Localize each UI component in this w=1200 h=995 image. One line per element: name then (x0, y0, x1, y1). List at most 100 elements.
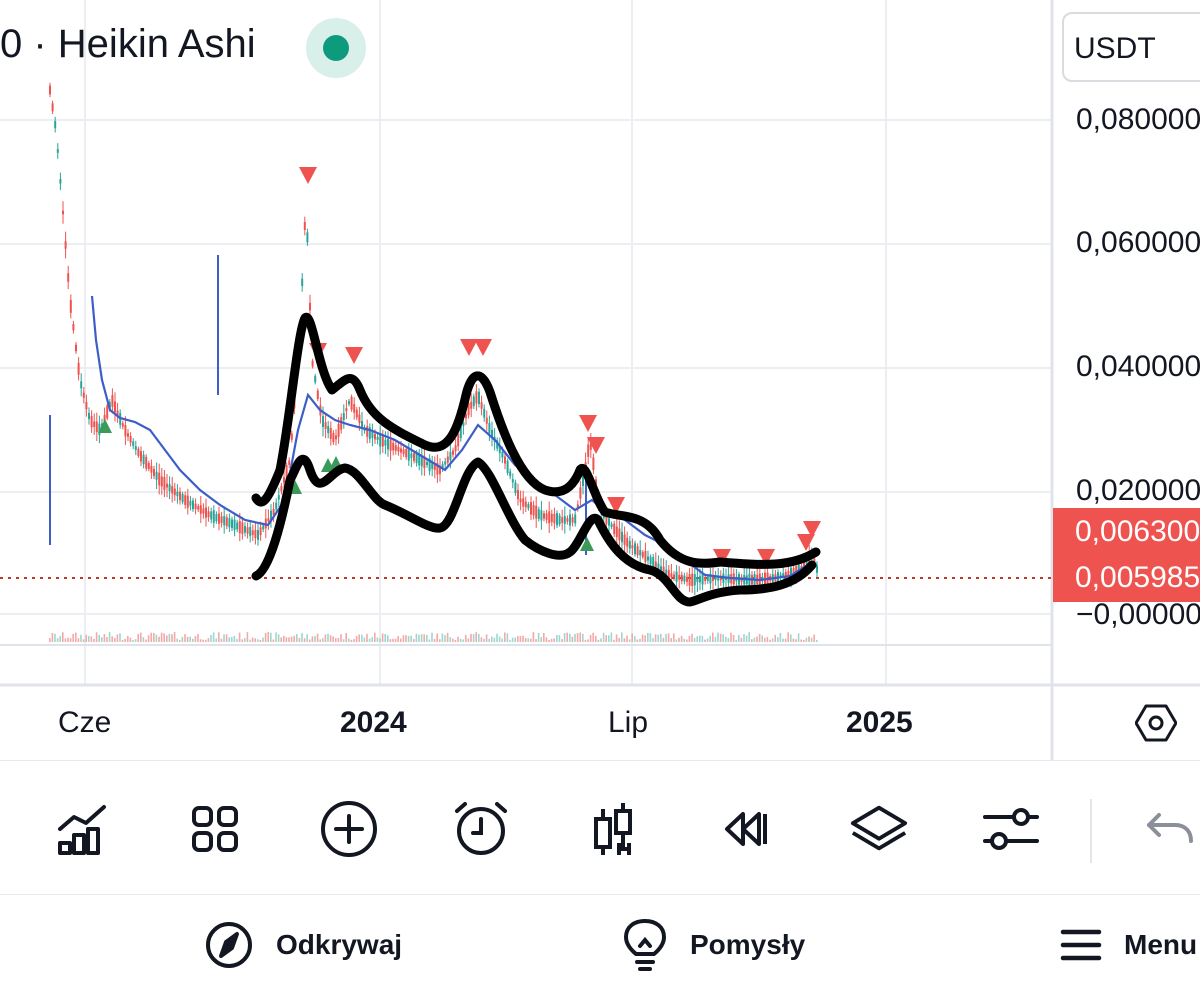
volume-bar (108, 632, 111, 642)
volume-bar (59, 636, 61, 642)
candle-body (662, 566, 665, 574)
price-chart[interactable] (0, 0, 1200, 760)
volume-bar (301, 633, 303, 642)
candle-body (431, 463, 434, 469)
volume-bar (431, 632, 433, 642)
hamburger-menu-icon (1060, 929, 1102, 961)
volume-bar (218, 632, 220, 642)
volume-bar (98, 634, 100, 642)
volume-bar (517, 636, 519, 642)
volume-bar (316, 633, 319, 642)
candle-body (816, 565, 818, 573)
candle-body (158, 472, 161, 486)
volume-bar (506, 633, 509, 642)
candle-body (153, 468, 155, 477)
volume-bar (470, 633, 472, 642)
candle-body (127, 433, 129, 437)
volume-bar (189, 636, 191, 642)
volume-bar (296, 634, 298, 642)
volume-bar (691, 633, 693, 642)
indicators-button[interactable] (52, 799, 112, 859)
candle-body (384, 439, 387, 446)
price-label: 0,040000 (1076, 350, 1200, 383)
volume-bar (288, 637, 290, 642)
candle-body (433, 464, 436, 470)
lightbulb-icon (623, 918, 667, 971)
replay-button[interactable] (716, 799, 776, 859)
settings-sliders-button[interactable] (981, 799, 1041, 859)
candle-body (82, 392, 85, 398)
candle-body (576, 504, 579, 508)
candle-body (475, 391, 478, 404)
volume-bar (348, 638, 350, 642)
candle-body (249, 527, 252, 537)
volume-bar (387, 635, 389, 642)
candle-body (550, 513, 553, 523)
volume-bar (127, 636, 129, 642)
nav-discover[interactable]: Odkrywaj (204, 917, 402, 973)
candle-body (121, 423, 124, 427)
volume-bar (540, 637, 542, 642)
volume-bar (233, 635, 236, 642)
volume-bar (543, 633, 545, 642)
volume-bar (498, 636, 501, 642)
volume-bar (639, 638, 641, 642)
volume-bar (298, 637, 301, 642)
layout-button[interactable] (185, 799, 245, 859)
volume-bar (704, 639, 706, 642)
volume-bar (246, 632, 249, 642)
add-icon (321, 801, 377, 857)
candle-body (691, 573, 694, 587)
volume-bar (545, 637, 548, 642)
candle-body (366, 426, 369, 437)
candle-body (631, 545, 634, 549)
add-button[interactable] (319, 799, 379, 859)
candle-body (124, 425, 127, 437)
volume-bar (147, 635, 150, 642)
alert-button[interactable] (451, 799, 511, 859)
sell-signal-marker (607, 497, 625, 514)
volume-bar (103, 634, 106, 642)
candle-body (405, 449, 408, 458)
chart-type-button[interactable] (584, 799, 644, 859)
time-label: 2025 (846, 706, 913, 739)
candle-body (98, 423, 101, 436)
volume-bar (644, 635, 646, 642)
nav-ideas[interactable]: Pomysły (622, 917, 805, 973)
candle-body (527, 504, 530, 509)
volume-bar (501, 638, 503, 642)
volume-bar (600, 638, 602, 642)
nav-menu[interactable]: Menu (1060, 917, 1197, 973)
candle-body (428, 458, 431, 472)
candle-body (571, 517, 574, 523)
volume-bar (701, 635, 704, 642)
volume-bar (181, 636, 184, 642)
candle-body (712, 576, 714, 581)
volume-bar (62, 632, 64, 642)
alert-clock-icon (455, 802, 507, 855)
candle-body (675, 571, 678, 582)
price-label: 0,060000 (1076, 226, 1200, 259)
market-status-indicator[interactable] (306, 18, 366, 78)
currency-selector[interactable]: USDT (1062, 12, 1200, 82)
chart-area[interactable]: 0 · Heikin Ashi USDT 0,080000 0,060000 0… (0, 0, 1200, 760)
volume-bar (584, 639, 587, 642)
volume-bar (319, 639, 321, 642)
volume-bar (761, 635, 763, 642)
volume-bar (340, 634, 342, 642)
chart-settings-icon[interactable] (1135, 702, 1177, 744)
candle-body (116, 410, 119, 416)
volume-bar (85, 634, 87, 642)
volume-bar (121, 639, 124, 642)
volume-bar (558, 635, 561, 642)
candle-body (665, 569, 668, 575)
volume-bar (602, 632, 605, 642)
candle-body (610, 523, 613, 528)
volume-bar (72, 633, 74, 642)
candle-body (628, 540, 631, 549)
volume-bar (563, 632, 566, 642)
symbol-title[interactable]: 0 · Heikin Ashi (0, 22, 256, 66)
layers-button[interactable] (849, 799, 909, 859)
undo-button[interactable] (1140, 799, 1200, 859)
volume-bar (496, 633, 498, 642)
